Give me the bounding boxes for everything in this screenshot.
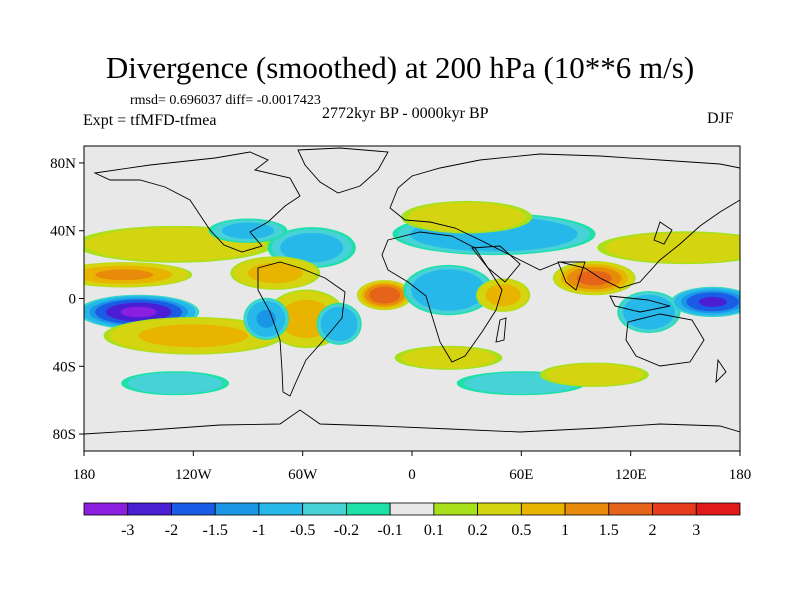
lon-tick-label: 180 — [729, 467, 752, 483]
colorbar-label: -3 — [121, 522, 134, 539]
field-contour-16-6 — [698, 296, 727, 307]
lon-tick-label: 120W — [175, 467, 213, 483]
coastline-arabia — [471, 245, 521, 283]
lon-tick-label: 0 — [408, 467, 416, 483]
colorbar-swatch — [345, 502, 391, 516]
field-contour-4-2 — [280, 232, 344, 263]
colorbar-swatch — [652, 502, 697, 516]
field-contour-14-5 — [576, 270, 612, 286]
lon-tick-label: 60E — [509, 467, 533, 483]
lat-tick-label: 40S — [53, 359, 76, 375]
field-contour-0-7 — [120, 306, 157, 318]
colorbar-swatch — [127, 502, 172, 516]
experiment-label: Expt = tfMFD-tfmea — [83, 112, 217, 129]
field-contour-18-1 — [127, 372, 223, 394]
coastline-japan — [653, 221, 673, 245]
field-contour-15-3 — [628, 298, 670, 326]
field-contour-7-4 — [256, 309, 276, 328]
coastline-australia — [625, 313, 705, 367]
field-contour-11-3 — [485, 284, 521, 307]
coastline-greenland — [297, 147, 389, 194]
divergence-field — [84, 200, 740, 396]
colorbar-swatch — [433, 502, 479, 516]
coastline-antarctica — [84, 409, 740, 435]
field-contour-1-4 — [95, 269, 154, 281]
coastline-madagascar — [495, 317, 507, 343]
field-contour-22-2 — [557, 366, 631, 383]
field-contour-10-3 — [419, 273, 478, 307]
field-contour-20-1 — [400, 347, 496, 369]
coastline-south-america — [257, 261, 346, 397]
colorbar-label: 2 — [649, 522, 657, 539]
coastline-eurasia — [389, 153, 740, 289]
plot-title: Divergence (smoothed) at 200 hPa (10**6 … — [105, 50, 695, 85]
lat-tick-label: 0 — [69, 292, 77, 308]
colorbar-label: 1.5 — [599, 522, 619, 539]
coastlines — [84, 147, 740, 435]
colorbar-label: -0.5 — [290, 522, 315, 539]
colorbar-label: 1 — [561, 522, 569, 539]
colorbar-swatch — [214, 502, 260, 516]
colorbar-swatch — [389, 502, 435, 516]
lat-tick-label: 80S — [53, 427, 76, 443]
colorbar-swatch — [520, 502, 566, 516]
colorbar-swatch — [564, 502, 610, 516]
lon-tick-label: 180 — [73, 467, 96, 483]
lon-tick-label: 60W — [288, 467, 318, 483]
colorbar-label: 0.5 — [511, 522, 531, 539]
field-contour-17-2 — [622, 235, 740, 260]
latitude-ticks: 80N 40N 0 40S 80S — [50, 156, 84, 443]
field-contour-13-2 — [423, 206, 511, 228]
coastline-india — [557, 261, 586, 291]
colorbar: -3 -2 -1.5 -1 -0.5 -0.2 -0.1 0.1 0.2 0.5 1 1.5 2 3 — [83, 502, 741, 539]
field-contour-5-3 — [247, 262, 303, 284]
colorbar-label: 3 — [692, 522, 700, 539]
colorbar-label: -1.5 — [203, 522, 228, 539]
coastline-indonesia — [609, 295, 671, 313]
lat-tick-label: 80N — [50, 156, 76, 172]
colorbar-swatch — [171, 502, 216, 516]
longitude-ticks: 180 120W 60W 0 60E 120E 180 — [73, 451, 752, 483]
colorbar-label: -0.1 — [377, 522, 402, 539]
coastline-north-america — [93, 151, 301, 253]
colorbar-label: -0.2 — [334, 522, 359, 539]
field-contour-3-2 — [104, 231, 247, 258]
colorbar-label: -2 — [165, 522, 178, 539]
rmsd-diff-stats: rmsd= 0.696037 diff= -0.0017423 — [130, 93, 321, 108]
colorbar-swatch — [608, 502, 653, 516]
colorbar-label: 0.1 — [424, 522, 444, 539]
field-contour-21-2 — [221, 222, 275, 239]
colorbar-swatch — [477, 502, 522, 516]
lon-tick-label: 120E — [615, 467, 647, 483]
colorbar-swatch — [258, 502, 304, 516]
lat-tick-label: 40N — [50, 224, 76, 240]
colorbar-swatch — [302, 502, 347, 516]
colorbar-swatch — [695, 502, 741, 516]
colorbar-label: -1 — [252, 522, 265, 539]
colorbar-swatch — [83, 502, 129, 516]
period-label: 2772kyr BP - 0000kyr BP — [322, 105, 489, 122]
coastline-africa — [381, 231, 503, 363]
coastline-new-zealand — [715, 358, 727, 384]
field-contour-9-5 — [369, 286, 401, 304]
colorbar-label: 0.2 — [468, 522, 488, 539]
season-label: DJF — [707, 110, 734, 127]
field-contour-2-3 — [138, 324, 249, 348]
